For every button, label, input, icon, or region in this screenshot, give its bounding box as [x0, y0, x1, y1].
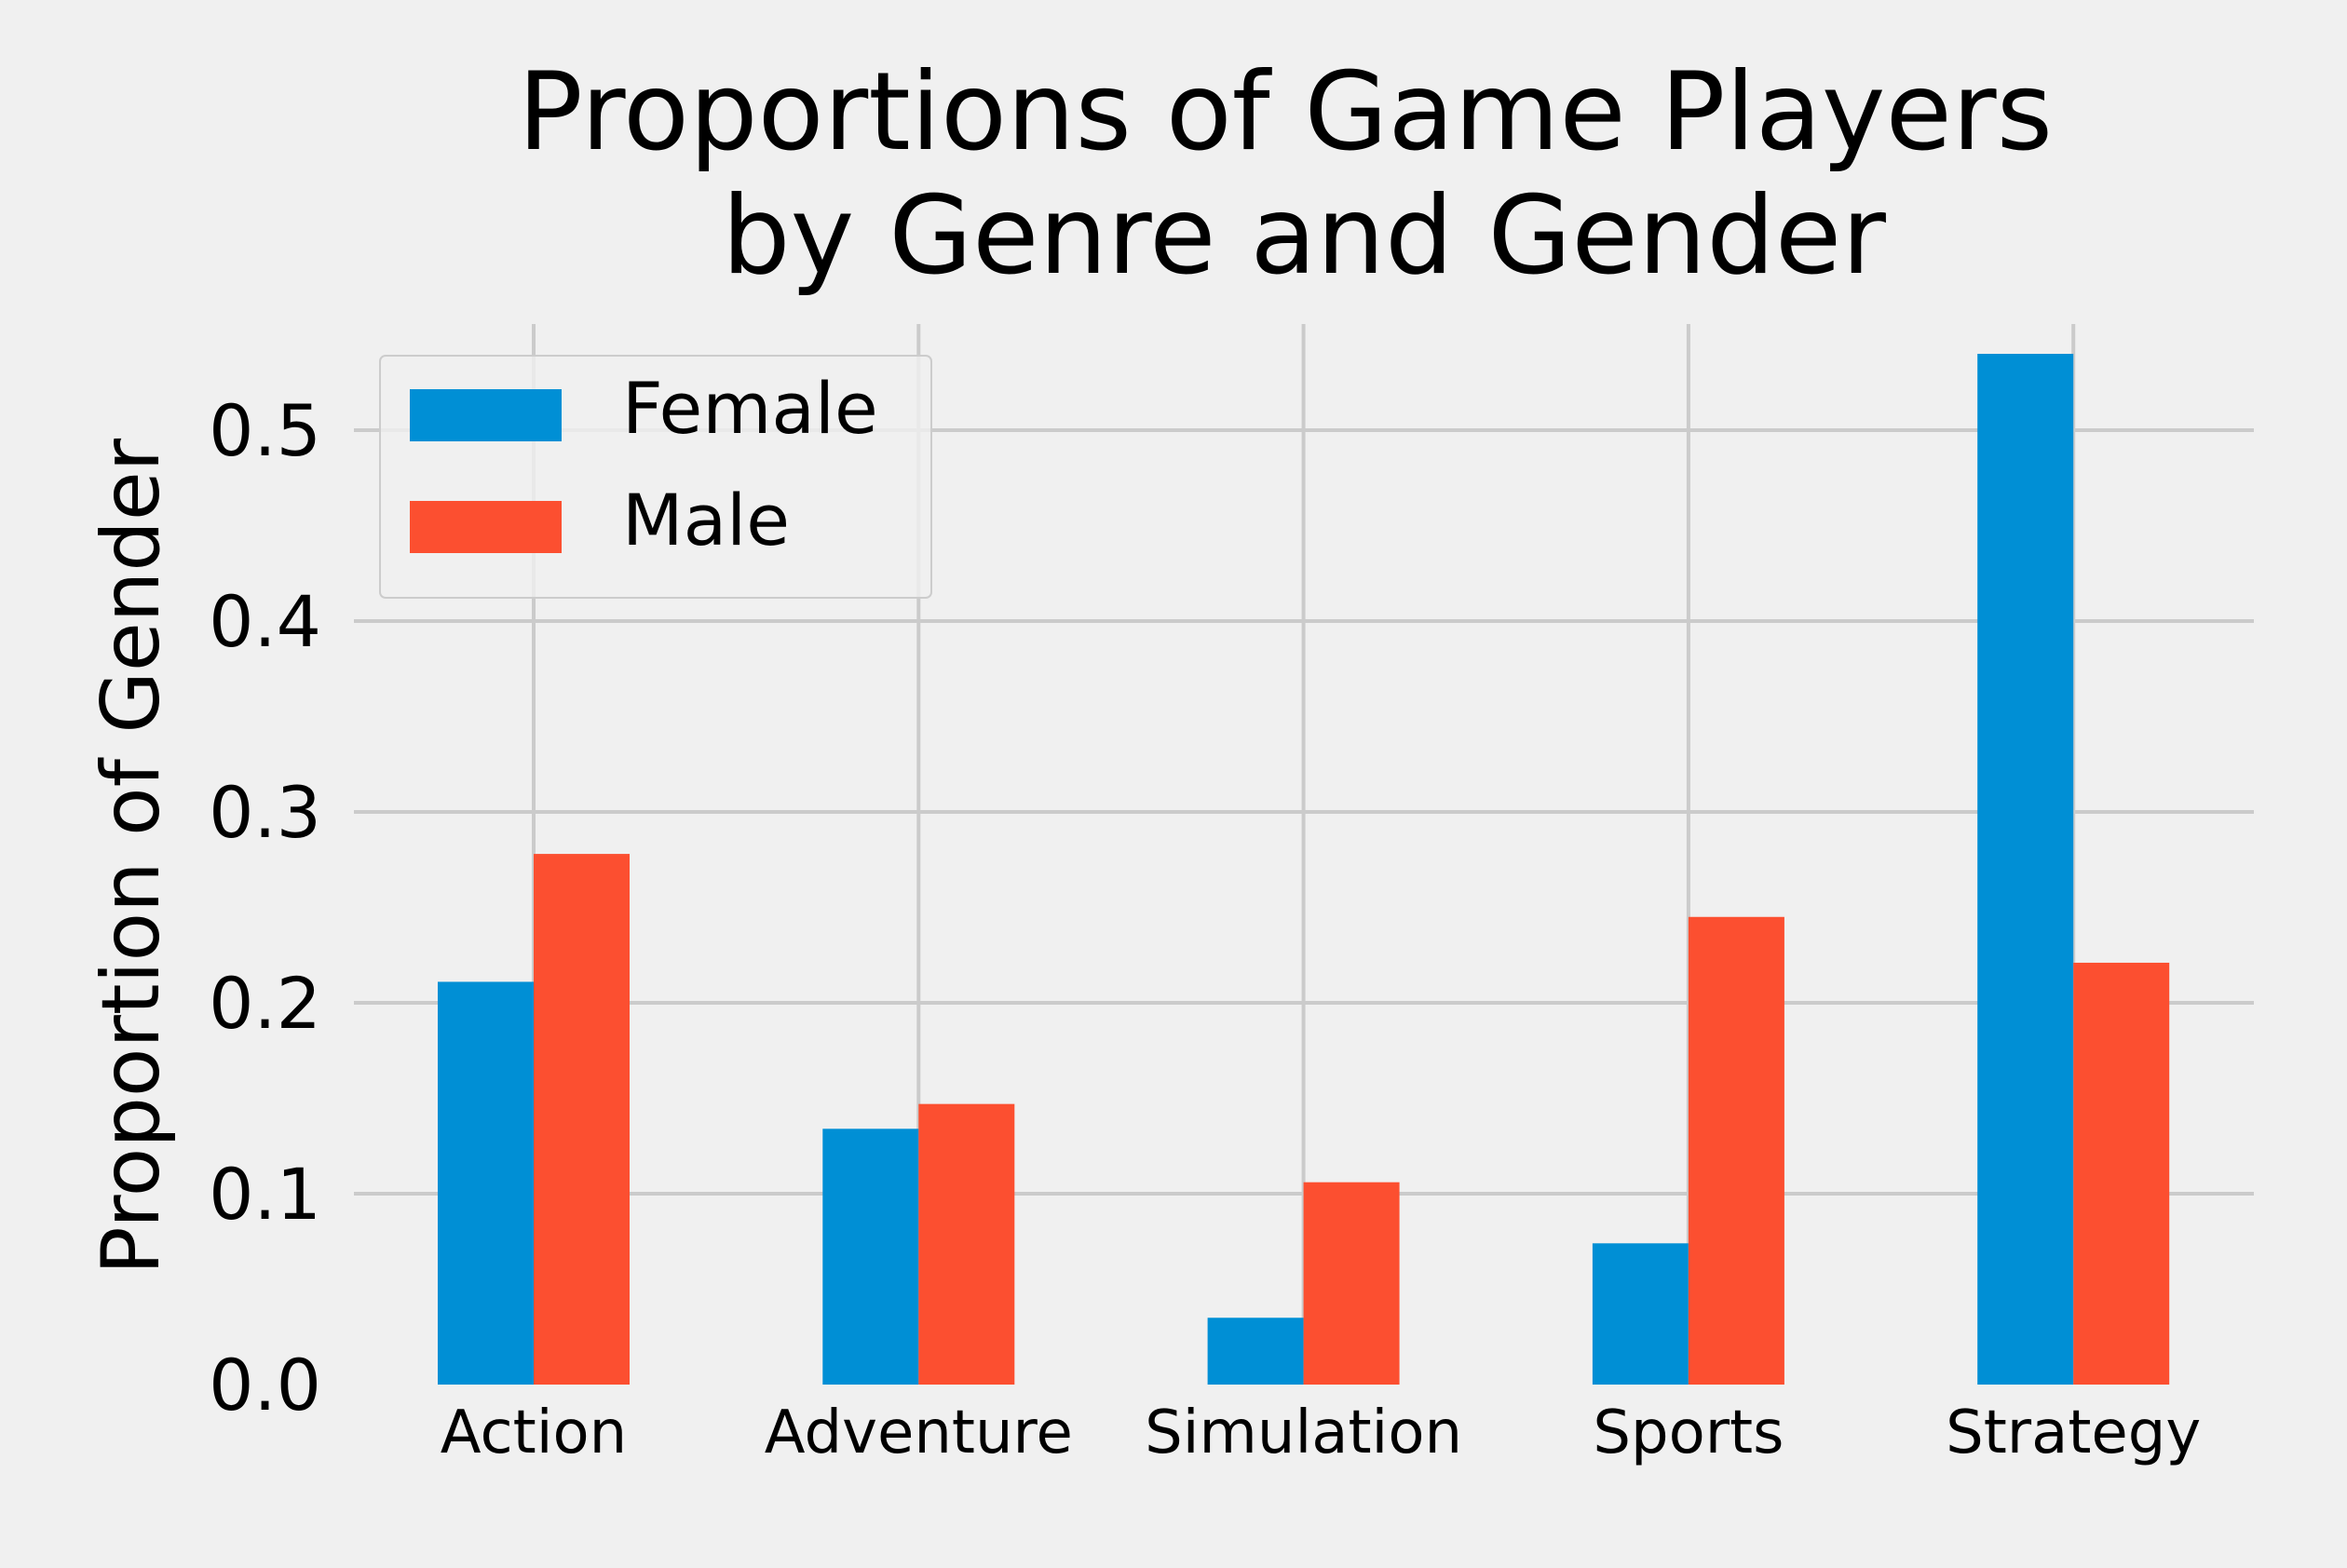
y-tick-label: 0.0 [209, 1344, 321, 1426]
legend-swatch-female [410, 389, 562, 441]
bar-female-action [438, 981, 534, 1385]
x-tick-label: Adventure [765, 1399, 1073, 1467]
chart-title-line2: by Genre and Gender [722, 173, 1886, 299]
y-tick-label: 0.5 [209, 389, 321, 472]
x-tick-label: Simulation [1145, 1399, 1462, 1467]
y-axis-label: Proportion of Gender [85, 438, 178, 1275]
bars [438, 354, 2170, 1385]
legend-swatch-male [410, 501, 562, 553]
bar-female-simulation [1207, 1318, 1304, 1385]
bar-female-strategy [1977, 354, 2074, 1385]
bar-male-action [534, 854, 630, 1385]
bar-male-sports [1688, 916, 1784, 1385]
x-tick-label: Action [441, 1399, 627, 1467]
bar-male-strategy [2073, 962, 2170, 1385]
bar-female-adventure [822, 1129, 919, 1385]
legend: Female Male [379, 355, 932, 599]
legend-label-male: Male [622, 479, 790, 561]
y-tick-label: 0.2 [209, 962, 321, 1045]
y-tick-labels: 0.0 0.1 0.2 0.3 0.4 0.5 [209, 389, 321, 1426]
bar-female-sports [1592, 1243, 1689, 1385]
legend-label-female: Female [622, 367, 878, 450]
x-tick-label: Strategy [1946, 1399, 2201, 1467]
bar-male-simulation [1303, 1182, 1400, 1385]
x-tick-labels: Action Adventure Simulation Sports Strategy [441, 1399, 2202, 1467]
x-tick-label: Sports [1593, 1399, 1784, 1467]
y-tick-label: 0.1 [209, 1153, 321, 1236]
y-tick-label: 0.4 [209, 580, 321, 663]
bar-male-adventure [918, 1103, 1015, 1385]
y-tick-label: 0.3 [209, 771, 321, 854]
chart-title-line1: Proportions of Game Players [518, 49, 2053, 175]
